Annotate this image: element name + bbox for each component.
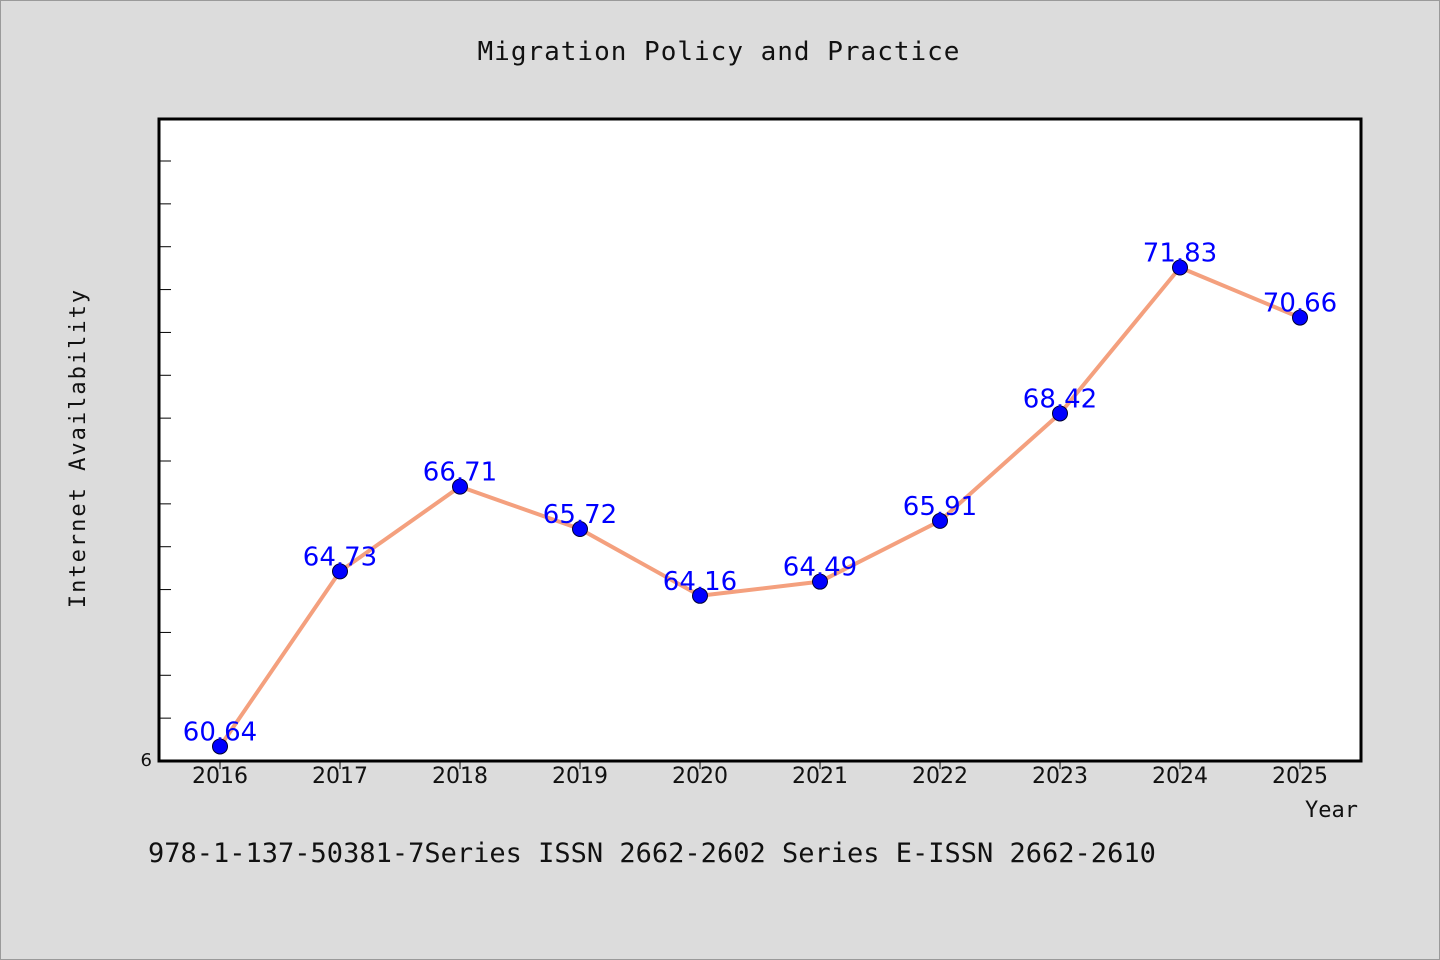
data-point — [452, 478, 468, 495]
isbn-footer: 978-1-137-50381-7Series ISSN 2662-2602 S… — [148, 838, 1156, 869]
x-tick-label: 2017 — [312, 764, 368, 789]
data-point — [212, 738, 228, 755]
data-point — [692, 587, 708, 604]
plot-area — [157, 117, 1363, 763]
y-axis-ticks — [159, 160, 171, 762]
x-tick-label: 2016 — [192, 764, 248, 789]
data-label: 66.71 — [423, 458, 497, 488]
x-tick-label: 2024 — [1152, 764, 1208, 789]
data-label: 64.49 — [783, 553, 857, 583]
data-label: 70.66 — [1263, 289, 1337, 319]
data-point — [332, 563, 348, 580]
x-tick-label: 2025 — [1272, 764, 1328, 789]
data-label: 64.16 — [663, 567, 737, 597]
chart-title: Migration Policy and Practice — [478, 37, 961, 67]
data-point — [812, 573, 828, 590]
data-label: 65.91 — [903, 492, 977, 522]
x-axis-ticks — [219, 761, 1301, 769]
y-axis-title: Internet Availability — [66, 288, 91, 608]
data-label: 65.72 — [543, 500, 617, 530]
data-point — [1172, 259, 1188, 276]
x-tick-label: 2019 — [552, 764, 608, 789]
data-point — [1292, 309, 1308, 326]
x-tick-label: 2022 — [912, 764, 968, 789]
data-label: 60.64 — [183, 717, 257, 747]
y-tick-label: 6 — [141, 750, 152, 771]
x-tick-label: 2023 — [1032, 764, 1088, 789]
data-label: 68.42 — [1023, 384, 1097, 414]
series-line — [218, 265, 1301, 748]
data-point — [932, 512, 948, 529]
data-point — [1052, 405, 1068, 422]
x-axis-title: Year — [1305, 798, 1358, 823]
x-axis-tick-labels: 2016 2017 2018 2019 2020 2021 2022 2023 2024 2025 — [192, 764, 1328, 789]
x-tick-label: 2018 — [432, 764, 488, 789]
data-label: 71.83 — [1143, 239, 1217, 269]
data-label: 64.73 — [303, 542, 377, 572]
x-tick-label: 2021 — [792, 764, 848, 789]
x-tick-label: 2020 — [672, 764, 728, 789]
series-line-group: 60.64 64.73 66.71 65.72 64.16 64.49 65.91 68.42… — [183, 239, 1337, 755]
data-point — [572, 521, 588, 538]
